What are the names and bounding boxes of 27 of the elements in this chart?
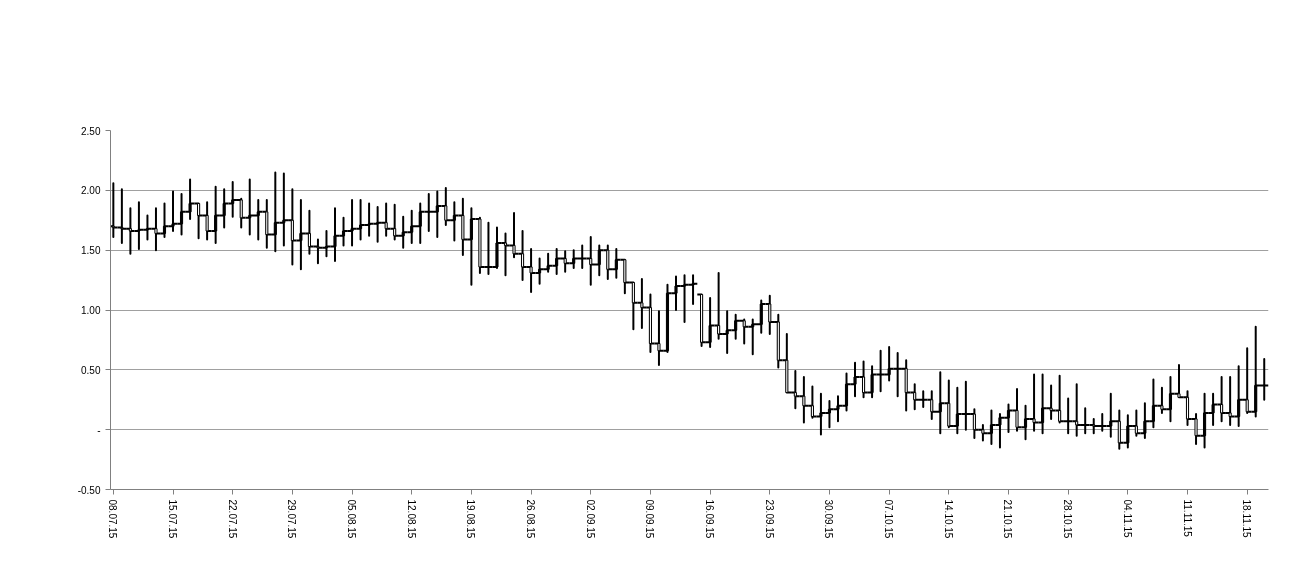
y-tick-label: 2.50 bbox=[81, 125, 101, 137]
x-tick-label: 21.10.15 bbox=[1002, 499, 1014, 539]
x-tick-label: 09.09.15 bbox=[644, 499, 656, 539]
y-tick-label: -0.50 bbox=[77, 484, 101, 496]
x-tick-label: 22.07.15 bbox=[226, 499, 238, 539]
x-tick-label: 30.09.15 bbox=[823, 499, 835, 539]
x-tick-label: 23.09.15 bbox=[763, 499, 775, 539]
x-tick-label: 14.10.15 bbox=[942, 499, 954, 539]
x-tick-label: 02.09.15 bbox=[584, 499, 596, 539]
x-tick-label: 11.11.15 bbox=[1181, 499, 1193, 538]
x-tick-label: 07.10.15 bbox=[883, 499, 895, 539]
x-tick-label: 15.07.15 bbox=[167, 499, 179, 539]
y-tick-label: - bbox=[97, 424, 101, 436]
x-tick-label: 19.08.15 bbox=[465, 499, 477, 539]
x-tick-label: 04.11.15 bbox=[1121, 499, 1133, 539]
x-tick-label: 05.08.15 bbox=[346, 499, 358, 539]
x-tick-label: 12.08.15 bbox=[405, 499, 417, 539]
x-tick-label: 18.11.15 bbox=[1241, 499, 1253, 539]
x-tick-label: 08.07.15 bbox=[107, 499, 119, 539]
x-tick-label: 28.10.15 bbox=[1062, 499, 1074, 539]
x-tick-label: 29.07.15 bbox=[286, 499, 298, 539]
y-tick-label: 0.50 bbox=[81, 364, 101, 376]
y-tick-label: 1.50 bbox=[81, 245, 101, 257]
x-tick-label: 26.08.15 bbox=[525, 499, 537, 539]
y-tick-label: 1.00 bbox=[81, 305, 101, 316]
y-tick-label: 2.00 bbox=[81, 185, 101, 197]
x-tick-label: 16.09.15 bbox=[704, 499, 716, 539]
